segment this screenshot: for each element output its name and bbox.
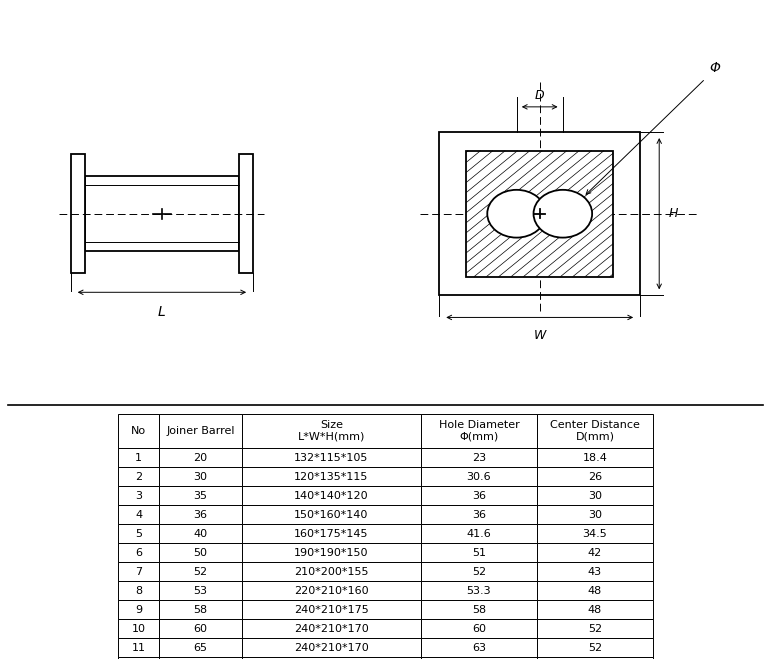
Bar	[439, 132, 640, 295]
Text: W: W	[534, 329, 546, 342]
Bar	[71, 154, 85, 273]
Text: H: H	[668, 207, 678, 220]
Circle shape	[534, 190, 592, 238]
Text: D: D	[535, 89, 544, 102]
Text: L: L	[158, 305, 166, 319]
Bar	[239, 154, 253, 273]
Circle shape	[487, 190, 546, 238]
Text: Φ: Φ	[709, 61, 720, 75]
Bar	[466, 151, 613, 277]
Bar	[85, 176, 239, 252]
